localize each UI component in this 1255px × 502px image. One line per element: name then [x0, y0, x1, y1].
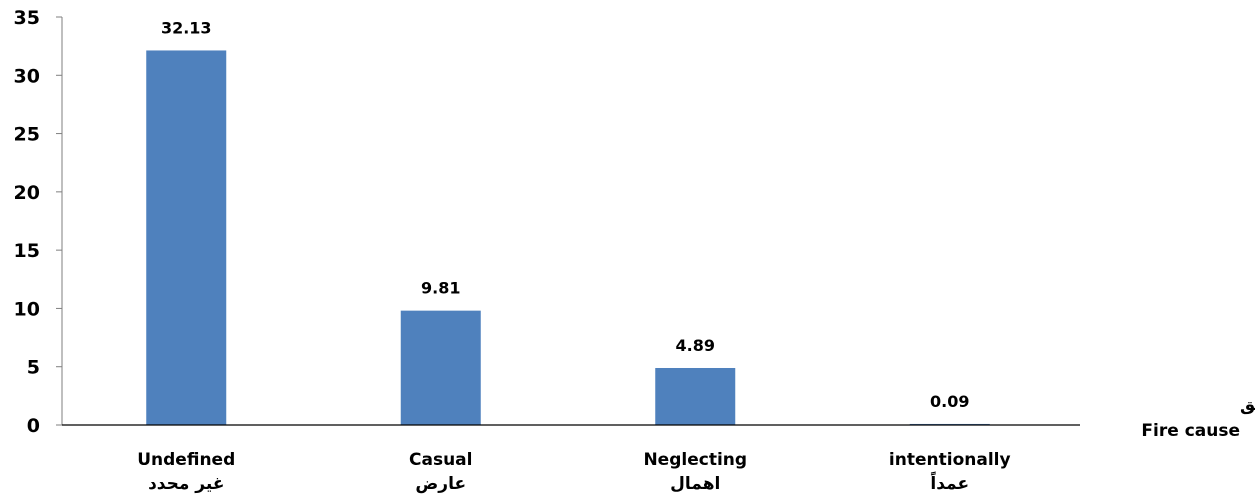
- y-tick-label: 15: [14, 240, 40, 262]
- x-axis-title-english: Fire cause: [1141, 421, 1240, 441]
- y-axis: 0 5 10 15 20 25 30 35: [14, 7, 63, 437]
- y-tick-label: 5: [27, 357, 40, 379]
- y-tick-label: 20: [14, 182, 40, 204]
- x-tick-label-arabic: اهمال: [670, 474, 720, 494]
- data-label: 0.09: [930, 392, 969, 411]
- x-axis: Undefined غير محدد Casual عارض Neglecting اهم…: [62, 424, 1080, 494]
- bars: 32.13 9.81 4.89 0.09: [146, 18, 990, 426]
- y-tick-label: 35: [14, 7, 40, 29]
- data-label: 9.81: [421, 279, 460, 298]
- bar-neglecting: [655, 367, 736, 425]
- x-tick-label-arabic: عارض: [415, 474, 466, 494]
- x-tick-label-arabic: غير محدد: [148, 474, 224, 494]
- bar-casual: [400, 310, 481, 425]
- x-tick-label-arabic: عمداً: [930, 470, 969, 494]
- x-tick-label-english: Undefined: [137, 450, 235, 470]
- y-tick-label: 0: [27, 415, 40, 437]
- y-tick-label: 30: [14, 65, 40, 87]
- x-tick-label-english: Neglecting: [643, 450, 747, 470]
- x-tick-label-english: intentionally: [889, 450, 1011, 470]
- bar-undefined: [146, 50, 227, 426]
- data-label: 4.89: [676, 336, 715, 355]
- data-label: 32.13: [161, 18, 212, 37]
- y-tick-label: 10: [14, 298, 40, 320]
- x-axis-title-arabic: مسبب الحريق: [1240, 395, 1255, 415]
- x-tick-label-english: Casual: [409, 450, 472, 470]
- y-tick-label: 25: [14, 124, 40, 146]
